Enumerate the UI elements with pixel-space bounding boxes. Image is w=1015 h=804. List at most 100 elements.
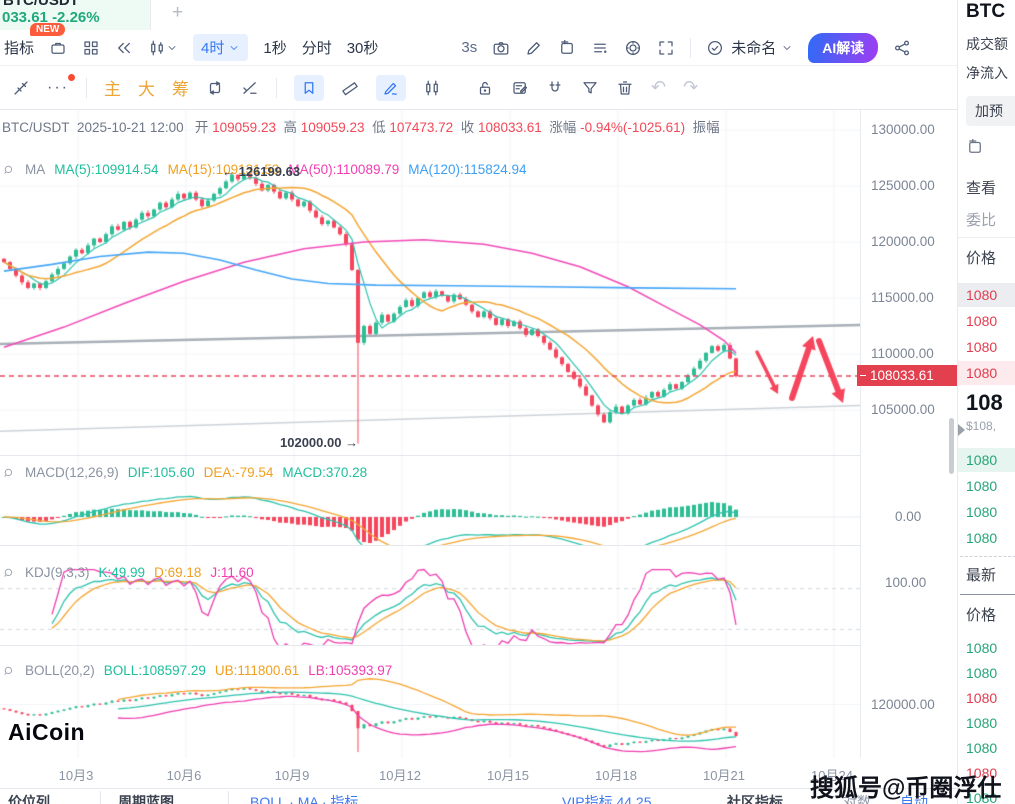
- trade-row[interactable]: 1080: [966, 665, 998, 681]
- add-alert-button[interactable]: 加预: [966, 96, 1015, 126]
- peak-price-annotation: ← 126199.63: [222, 164, 301, 179]
- sidebar-expand-icon[interactable]: [958, 424, 965, 436]
- trade-row[interactable]: 1080: [966, 690, 998, 706]
- annotation-pencil-icon[interactable]: [375, 74, 406, 101]
- new-window-icon[interactable]: [558, 39, 576, 57]
- axis-scrollbar[interactable]: [949, 418, 954, 474]
- trash-icon[interactable]: [616, 79, 634, 97]
- layout-grid-icon[interactable]: [82, 39, 100, 57]
- last-trade-price-usd: $108,: [966, 419, 997, 433]
- main-chart-button[interactable]: 主: [103, 80, 121, 99]
- undo-icon[interactable]: ↶: [650, 77, 667, 97]
- trade-row[interactable]: 1080: [966, 740, 998, 756]
- more-tools-icon[interactable]: ···: [47, 73, 75, 97]
- crosshair-cursor-icon[interactable]: [12, 79, 30, 97]
- date-label: 10月12: [379, 768, 421, 783]
- pattern-compare-icon[interactable]: [423, 79, 441, 97]
- trade-row[interactable]: 1080: [966, 765, 998, 781]
- indicator-menu[interactable]: 指标: [4, 40, 35, 57]
- briefcase-icon[interactable]: [49, 39, 67, 57]
- orderbook-sidebar: BTC 成交额 净流入 加预 查看 委比 价格 1080 1080 1080 1…: [957, 0, 1015, 804]
- cloud-save-icon[interactable]: [706, 39, 724, 57]
- magnet-icon[interactable]: [546, 79, 564, 97]
- watermark-text: 搜狐号@币圈浮仕: [810, 775, 1002, 802]
- ask-row[interactable]: 1080: [966, 313, 998, 329]
- bid-row[interactable]: 1080: [966, 504, 998, 520]
- new-window-icon[interactable]: [966, 138, 984, 161]
- refresh-interval[interactable]: 3s: [461, 39, 478, 56]
- bid-row[interactable]: 1080: [958, 448, 1015, 472]
- footer-indicator-template[interactable]: BOLL · MA · 指标: [250, 794, 359, 804]
- date-label: 10月18: [595, 768, 637, 783]
- cycle-edit-icon[interactable]: [206, 79, 224, 97]
- axis-label: 110000.00: [871, 346, 934, 361]
- chart-style-icon[interactable]: [148, 39, 178, 57]
- timeframe-minute[interactable]: 分时: [301, 40, 332, 57]
- redo-icon[interactable]: ↷: [683, 77, 699, 97]
- filter-funnel-icon[interactable]: [581, 79, 599, 97]
- ruler-icon[interactable]: [341, 79, 359, 97]
- footer-price-column-tab[interactable]: 价位列: [8, 794, 50, 804]
- turnover-label: 成交额: [966, 36, 1008, 52]
- timeframe-1s[interactable]: 1秒: [263, 40, 287, 57]
- timeframe-selector[interactable]: 4时: [193, 34, 249, 61]
- ai-analysis-button[interactable]: AI解读: [808, 32, 879, 63]
- trade-row[interactable]: 1080: [966, 790, 998, 804]
- candlestick-chart-canvas[interactable]: [0, 110, 860, 758]
- watchlist-icon[interactable]: [591, 39, 609, 57]
- footer-vip-indicator[interactable]: VIP指标 44.25: [562, 794, 652, 804]
- footer-log-scale-toggle[interactable]: 对数: [843, 794, 871, 804]
- view-label[interactable]: 查看: [966, 180, 997, 197]
- lock-icon[interactable]: [476, 79, 494, 97]
- bid-row[interactable]: 1080: [966, 478, 998, 494]
- axis-label-boll: 120000.00: [871, 697, 935, 712]
- indicator-eye-icon[interactable]: [2, 466, 16, 480]
- ratio-label[interactable]: 委比: [966, 212, 997, 229]
- date-label: 10月24: [811, 768, 853, 783]
- active-quote-tab[interactable]: BTC/USDT 033.61 -2.26%: [0, 0, 150, 30]
- chevron-down-icon[interactable]: [781, 42, 793, 54]
- pane-divider[interactable]: [0, 545, 957, 546]
- fullscreen-icon[interactable]: [657, 39, 675, 57]
- chip-distribution-button[interactable]: 筹: [171, 80, 189, 99]
- crash-low-annotation: 102000.00 →: [280, 435, 359, 450]
- axis-label-kdj-100: 100.00: [885, 575, 927, 590]
- indicator-eye-icon[interactable]: [2, 664, 16, 678]
- ask-row[interactable]: 1080: [958, 283, 1015, 307]
- trade-row[interactable]: 1080: [966, 640, 998, 656]
- axis-label: 130000.00: [871, 122, 935, 137]
- trendline-tool-icon[interactable]: [241, 79, 259, 97]
- axis-label-macd-zero: 0.00: [895, 509, 922, 524]
- timeframe-30s[interactable]: 30秒: [346, 40, 379, 57]
- quote-price-change: 033.61 -2.26%: [2, 9, 100, 26]
- settings-gear-icon[interactable]: [624, 39, 642, 57]
- axis-label: 115000.00: [871, 290, 934, 305]
- indicator-eye-icon[interactable]: [2, 163, 16, 177]
- share-icon[interactable]: [893, 39, 911, 57]
- large-view-button[interactable]: 大: [137, 80, 155, 99]
- boll-header: BOLL(20,2) BOLL:108597.29 UB:111800.61 L…: [2, 663, 392, 678]
- ask-row[interactable]: 1080: [958, 361, 1015, 385]
- trade-row[interactable]: 1080: [966, 715, 998, 731]
- add-tab-icon[interactable]: +: [172, 2, 184, 23]
- ask-row[interactable]: 1080: [966, 339, 998, 355]
- screenshot-camera-icon[interactable]: [492, 39, 510, 57]
- bookmark-tool-icon[interactable]: [293, 74, 324, 101]
- quote-tab-strip: BTC/USDT 033.61 -2.26% +: [0, 0, 1015, 30]
- layout-name[interactable]: 未命名: [731, 40, 777, 57]
- indicator-eye-icon[interactable]: [2, 566, 16, 580]
- axis-label: 105000.00: [871, 402, 935, 417]
- price-axis[interactable]: 130000.00 125000.00 120000.00 115000.00 …: [860, 110, 957, 758]
- date-axis[interactable]: 10月3 10月6 10月9 10月12 10月15 10月18 10月21 1…: [0, 758, 957, 788]
- date-label: 10月21: [703, 768, 745, 783]
- main-toolbar: 指标 4时 1秒 分时 30秒 3s 未命名 AI解读: [0, 30, 957, 66]
- footer-auto-toggle[interactable]: 自动: [900, 794, 928, 804]
- footer-period-map-tab[interactable]: 周期蓝图: [118, 794, 174, 804]
- pane-divider[interactable]: [0, 645, 957, 646]
- bid-row[interactable]: 1080: [966, 530, 998, 546]
- footer-community-indicator[interactable]: 社区指标: [727, 794, 783, 804]
- note-edit-icon[interactable]: [511, 79, 529, 97]
- draw-pencil-icon[interactable]: [525, 39, 543, 57]
- replay-rewind-icon[interactable]: [115, 39, 133, 57]
- pane-divider[interactable]: [0, 455, 957, 456]
